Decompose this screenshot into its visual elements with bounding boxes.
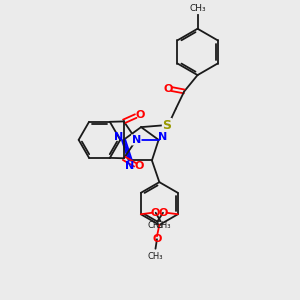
Text: O: O <box>152 234 162 244</box>
Text: CH₃: CH₃ <box>156 221 171 230</box>
Text: CH₃: CH₃ <box>148 221 163 230</box>
Text: O: O <box>163 84 172 94</box>
Text: N: N <box>125 160 134 170</box>
Text: O: O <box>151 208 160 218</box>
Text: S: S <box>162 118 171 131</box>
Text: CH₃: CH₃ <box>189 4 206 13</box>
Text: O: O <box>158 208 168 218</box>
Text: N: N <box>158 133 167 142</box>
Text: O: O <box>135 110 145 121</box>
Text: N: N <box>114 133 123 142</box>
Text: CH₃: CH₃ <box>148 252 163 261</box>
Text: O: O <box>135 161 144 171</box>
Text: N: N <box>132 135 141 145</box>
